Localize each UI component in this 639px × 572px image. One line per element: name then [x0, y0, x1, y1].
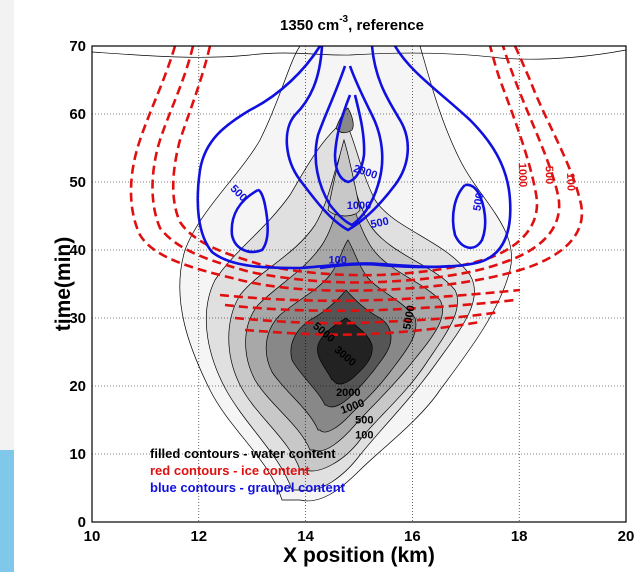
x-axis-label: X position (km)	[283, 544, 435, 567]
grid	[92, 46, 626, 522]
graupel-contour-2000	[333, 94, 366, 184]
ice-band-1	[219, 288, 521, 303]
plot-frame	[91, 45, 627, 523]
legend-ice: red contours - ice content	[150, 463, 310, 478]
chart-title-sup: -3	[339, 14, 348, 25]
contour-label: 500	[471, 192, 486, 212]
contour-label: 1000	[347, 200, 371, 212]
ice-content-contours	[129, 46, 584, 336]
x-tick-label: 20	[618, 528, 635, 545]
ice-contour-1000	[171, 46, 539, 277]
y-tick-label: 20	[69, 378, 86, 395]
ice-band-4	[244, 320, 481, 336]
y-tick-label: 70	[69, 38, 86, 55]
x-tick-label: 14	[297, 528, 314, 545]
ice-contour-500	[151, 46, 561, 284]
contour-label: 100	[355, 429, 373, 441]
x-tick-label: 12	[190, 528, 207, 545]
contour-label: 500	[370, 215, 390, 231]
ice-band-2	[224, 298, 516, 313]
graupel-content-contours	[196, 46, 512, 270]
graupel-contour-500-left	[230, 188, 269, 254]
y-tick-label: 30	[69, 310, 86, 327]
contour-label: 1000	[516, 163, 529, 188]
contour-label: 100	[564, 173, 577, 192]
y-axis-label: time(min)	[52, 237, 75, 332]
contour-label: 500	[355, 414, 373, 426]
y-tick-label: 50	[69, 174, 86, 191]
contour-label: 5000	[401, 304, 417, 330]
graupel-contour-1000	[314, 65, 384, 227]
legend-water: filled contours - water content	[150, 446, 336, 461]
graupel-contour-500-center	[285, 46, 410, 232]
legend-graupel: blue contours - graupel content	[150, 480, 346, 495]
graupel-contour-100-inner	[319, 262, 451, 270]
contour-label: 2000	[336, 387, 360, 399]
contour-label: 100	[328, 255, 346, 267]
decorative-blue-block	[0, 450, 14, 572]
x-tick-label: 10	[84, 528, 101, 545]
water-top-line	[92, 49, 626, 60]
y-tick-label: 40	[69, 242, 86, 259]
y-tick-label: 0	[78, 514, 86, 531]
x-tick-label: 16	[404, 528, 421, 545]
ice-band-3	[234, 310, 501, 325]
y-tick-label: 60	[69, 106, 86, 123]
chart-title-rest: , reference	[348, 17, 424, 34]
water-upper-lobe	[327, 138, 361, 217]
chart-title: 1350 cm-3, reference	[280, 14, 424, 34]
x-tick-label: 18	[511, 528, 528, 545]
contour-label: 500	[543, 166, 556, 185]
ice-contour-100-outer	[129, 46, 584, 292]
y-tick-label: 10	[69, 446, 86, 463]
chart-title-main: 1350 cm	[280, 17, 339, 34]
graupel-contour-500-right	[451, 183, 487, 249]
